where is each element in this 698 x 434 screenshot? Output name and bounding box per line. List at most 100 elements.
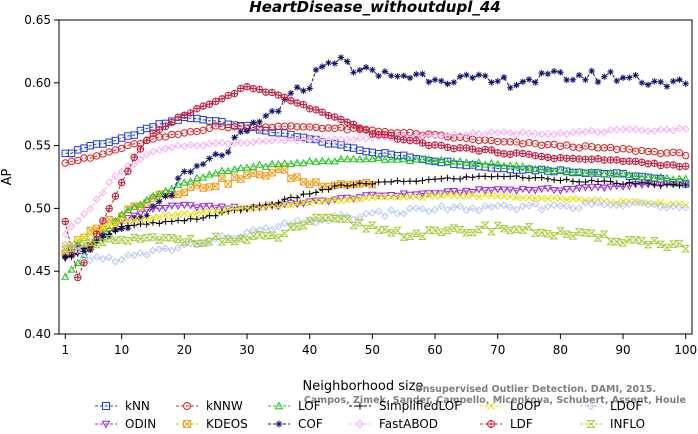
legend-item-knn: kNN: [95, 399, 150, 413]
data-point: [431, 141, 439, 149]
legend-item-knnw: kNNW: [176, 399, 243, 413]
data-point: [337, 115, 345, 124]
data-point: [631, 198, 640, 207]
data-point: [174, 243, 182, 252]
data-point: [86, 154, 95, 162]
data-point: [300, 87, 307, 94]
data-point: [319, 186, 326, 193]
data-point: [68, 253, 75, 260]
data-point: [237, 175, 245, 183]
data-point: [199, 102, 207, 110]
data-point: [500, 74, 508, 81]
data-point: [362, 180, 370, 188]
data-point: [249, 204, 257, 212]
data-point: [399, 190, 408, 198]
data-point: [443, 158, 452, 166]
data-point: [129, 233, 139, 242]
data-point: [137, 220, 144, 228]
data-point: [601, 73, 608, 80]
data-point: [256, 118, 263, 126]
data-point: [594, 199, 602, 207]
data-point: [418, 131, 427, 140]
data-point: [217, 203, 227, 211]
data-point: [462, 144, 471, 152]
data-point: [412, 193, 420, 201]
data-point: [456, 73, 464, 80]
data-point: [355, 134, 364, 143]
series-loop: [61, 191, 690, 249]
data-point: [562, 130, 571, 138]
data-point: [644, 199, 652, 207]
data-point: [550, 176, 558, 184]
data-point: [224, 166, 233, 175]
data-point: [681, 125, 690, 133]
data-point: [343, 196, 351, 204]
data-point: [205, 208, 213, 216]
data-point: [612, 170, 621, 178]
data-point: [369, 66, 376, 74]
data-point: [162, 193, 169, 200]
series-ldf: [61, 82, 690, 282]
credit-line-1: Unsupervised Outlier Detection. DAMI, 20…: [415, 384, 656, 395]
data-point: [405, 232, 415, 240]
data-point: [130, 202, 139, 210]
data-point: [399, 155, 408, 163]
data-point: [587, 200, 596, 209]
data-point: [306, 85, 313, 92]
data-point: [462, 187, 471, 196]
data-point: [569, 128, 577, 137]
data-point: [98, 188, 107, 197]
data-point: [123, 215, 132, 223]
data-point: [424, 131, 433, 140]
data-point: [105, 178, 114, 187]
data-point: [67, 222, 76, 231]
data-point: [142, 206, 151, 215]
data-point: [318, 198, 326, 206]
data-point: [444, 191, 452, 199]
data-point: [187, 215, 194, 222]
data-point: [280, 93, 289, 102]
data-point: [443, 205, 452, 214]
data-point: [331, 182, 338, 190]
data-point: [538, 194, 546, 202]
legend-item-odin: ODIN: [95, 417, 156, 431]
data-point: [631, 171, 640, 179]
data-point: [518, 185, 527, 194]
data-point: [192, 141, 201, 150]
data-point: [104, 234, 114, 243]
data-point: [317, 214, 327, 222]
x-tick-label: 70: [490, 343, 505, 357]
data-point: [186, 109, 195, 117]
data-point: [292, 223, 302, 231]
data-point: [199, 173, 208, 181]
data-point: [631, 125, 640, 134]
data-point: [644, 180, 652, 187]
data-point: [230, 205, 239, 213]
data-point: [293, 194, 301, 201]
data-point: [532, 79, 539, 86]
data-point: [211, 97, 220, 106]
data-point: [237, 128, 244, 136]
data-point: [330, 214, 340, 223]
data-point: [631, 236, 641, 244]
data-point: [681, 174, 690, 182]
data-point: [644, 200, 653, 209]
data-point: [174, 210, 182, 219]
data-point: [293, 199, 301, 207]
data-point: [406, 193, 414, 201]
credit-line-2: Campos, Zimek, Sander, Campello, Micenko…: [304, 395, 686, 406]
data-point: [594, 78, 602, 86]
data-point: [650, 159, 659, 167]
data-point: [650, 126, 659, 135]
data-point: [487, 187, 496, 195]
data-point: [537, 185, 546, 193]
data-point: [225, 149, 232, 156]
data-point: [305, 135, 314, 144]
data-point: [161, 122, 170, 131]
data-point: [525, 175, 533, 182]
data-point: [312, 218, 320, 227]
data-point: [418, 232, 427, 241]
data-point: [394, 73, 401, 80]
data-point: [248, 232, 258, 240]
data-point: [387, 206, 396, 215]
